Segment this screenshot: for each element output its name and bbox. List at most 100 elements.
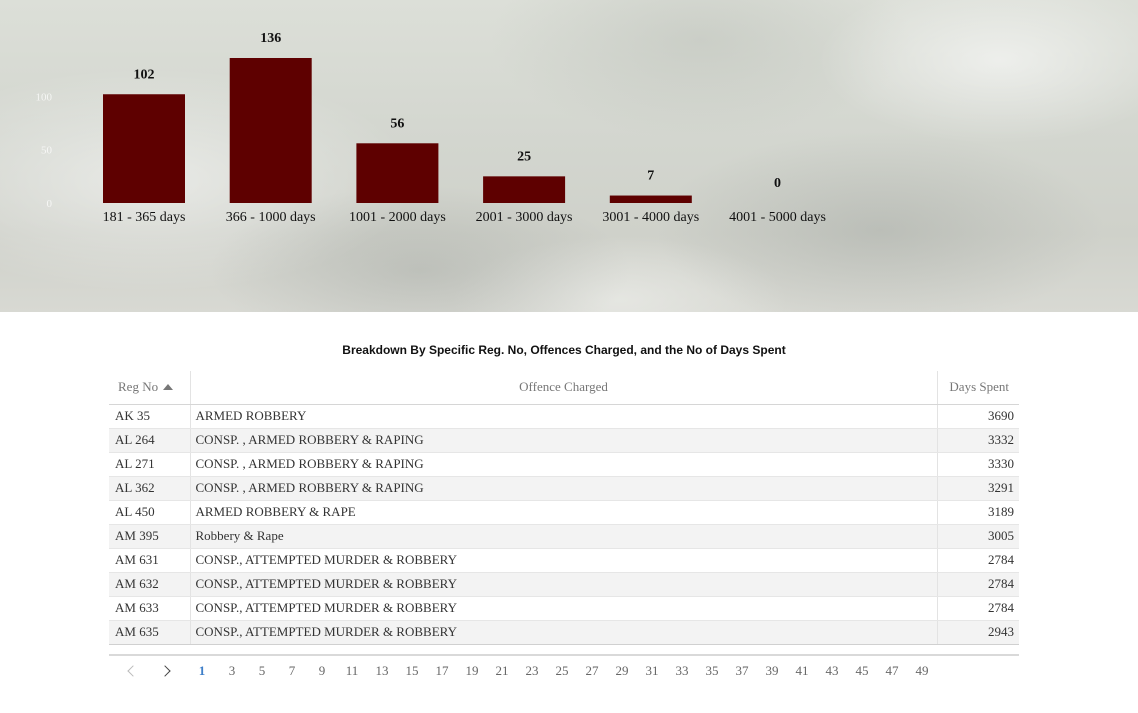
x-tick-label: 2001 - 3000 days — [476, 210, 573, 225]
page-number-25[interactable]: 25 — [555, 663, 569, 678]
offence-cell: CONSP., ATTEMPTED MURDER & ROBBERY — [190, 548, 937, 573]
reg-no-cell: AM 632 — [109, 572, 191, 597]
page-number-45[interactable]: 45 — [855, 663, 869, 678]
chevron-right-icon — [159, 665, 171, 677]
bar-value-label: 0 — [774, 176, 781, 191]
page-number-33[interactable]: 33 — [675, 663, 689, 678]
days-spent-cell: 2943 — [936, 620, 1019, 645]
reg-no-cell: AL 264 — [109, 428, 191, 453]
bar-value-label: 102 — [134, 67, 155, 82]
table-row[interactable]: AM 631 CONSP., ATTEMPTED MURDER & ROBBERY… — [109, 548, 1019, 573]
x-tick-label: 181 - 365 days — [103, 210, 186, 225]
table-body: AK 35 ARMED ROBBERY 3690 AL 264 CONSP. , ARM… — [109, 404, 1019, 645]
table-row[interactable]: AL 450 ARMED ROBBERY & RAPE 3189 — [109, 500, 1019, 525]
page-number-17[interactable]: 17 — [435, 663, 449, 678]
page-number-11[interactable]: 11 — [345, 663, 359, 678]
offence-cell: Robbery & Rape — [190, 524, 937, 549]
page-number-29[interactable]: 29 — [615, 663, 629, 678]
page-number-43[interactable]: 43 — [825, 663, 839, 678]
column-header-offence[interactable]: Offence Charged — [190, 371, 937, 405]
reg-no-cell: AM 395 — [109, 524, 191, 549]
bar-value-label: 7 — [647, 169, 654, 184]
chart-banner: 0 50 100 102 181 - 365 days 136 366 - 1000 day… — [0, 0, 1138, 312]
page-number-9[interactable]: 9 — [318, 663, 326, 678]
days-spent-bar-chart: 0 50 100 102 181 - 365 days 136 366 - 1000 day… — [36, 31, 826, 225]
table-row[interactable]: AL 362 CONSP. , ARMED ROBBERY & RAPING 329… — [109, 476, 1019, 501]
reg-no-cell: AM 635 — [109, 620, 191, 645]
page-number-41[interactable]: 41 — [795, 663, 809, 678]
reg-no-cell: AL 450 — [109, 500, 191, 525]
table-title: Breakdown By Specific Reg. No, Offences … — [342, 343, 786, 357]
chevron-left-icon — [127, 665, 139, 677]
table-row[interactable]: AK 35 ARMED ROBBERY 3690 — [109, 404, 1019, 429]
page-number-13[interactable]: 13 — [375, 663, 389, 678]
page-number-39[interactable]: 39 — [765, 663, 779, 678]
bar — [483, 176, 566, 203]
prev-page-button[interactable] — [117, 658, 149, 684]
column-header-days-spent[interactable]: Days Spent — [936, 371, 1019, 405]
table-row[interactable]: AL 271 CONSP. , ARMED ROBBERY & RAPING 333… — [109, 452, 1019, 477]
page-number-35[interactable]: 35 — [705, 663, 719, 678]
next-page-button[interactable] — [149, 658, 181, 684]
page-number-49[interactable]: 49 — [915, 663, 929, 678]
bar-value-label: 56 — [390, 116, 404, 131]
page-number-7[interactable]: 7 — [288, 663, 296, 678]
bar — [229, 58, 312, 203]
table-row[interactable]: AL 264 CONSP. , ARMED ROBBERY & RAPING 333… — [109, 428, 1019, 453]
reg-no-cell: AM 633 — [109, 596, 191, 621]
days-spent-cell: 2784 — [936, 548, 1019, 573]
page-number-list: 1 3 5 7 9 11 13 15 17 19 21 23 25 27 29 31 33 35 37 39 41 43 4… — [187, 663, 937, 679]
reg-no-cell: AM 631 — [109, 548, 191, 573]
days-spent-cell: 3189 — [936, 500, 1019, 525]
page-number-21[interactable]: 21 — [495, 663, 509, 678]
bar — [356, 143, 439, 203]
offence-cell: CONSP. , ARMED ROBBERY & RAPING — [190, 452, 937, 477]
page-number-19[interactable]: 19 — [465, 663, 479, 678]
x-tick-label: 366 - 1000 days — [226, 210, 316, 225]
days-spent-cell: 3291 — [936, 476, 1019, 501]
page-number-5[interactable]: 5 — [258, 663, 266, 678]
table-row[interactable]: AM 395 Robbery & Rape 3005 — [109, 524, 1019, 549]
page-number-47[interactable]: 47 — [885, 663, 899, 678]
offence-cell: ARMED ROBBERY — [190, 404, 937, 429]
page-number-27[interactable]: 27 — [585, 663, 599, 678]
page-number-15[interactable]: 15 — [405, 663, 419, 678]
page-number-3[interactable]: 3 — [228, 663, 236, 678]
offence-cell: CONSP. , ARMED ROBBERY & RAPING — [190, 428, 937, 453]
offence-cell: CONSP., ATTEMPTED MURDER & ROBBERY — [190, 572, 937, 597]
reg-no-cell: AL 362 — [109, 476, 191, 501]
offence-cell: ARMED ROBBERY & RAPE — [190, 500, 937, 525]
days-spent-cell: 3332 — [936, 428, 1019, 453]
days-spent-cell: 3690 — [936, 404, 1019, 429]
days-spent-cell: 3330 — [936, 452, 1019, 477]
sort-ascending-icon — [163, 384, 174, 391]
table-row[interactable]: AM 633 CONSP., ATTEMPTED MURDER & ROBBERY… — [109, 596, 1019, 621]
bar-value-label: 25 — [517, 149, 531, 164]
x-tick-label: 4001 - 5000 days — [729, 210, 826, 225]
column-header-label: Reg No — [118, 379, 159, 395]
page-number-31[interactable]: 31 — [645, 663, 659, 678]
reg-no-cell: AK 35 — [109, 404, 191, 429]
page-number-37[interactable]: 37 — [735, 663, 749, 678]
y-tick-label: 0 — [47, 198, 53, 210]
bar-value-label: 136 — [260, 31, 281, 46]
table-row[interactable]: AM 635 CONSP., ATTEMPTED MURDER & ROBBERY… — [109, 620, 1019, 645]
table-row[interactable]: AM 632 CONSP., ATTEMPTED MURDER & ROBBERY… — [109, 572, 1019, 597]
reg-no-cell: AL 271 — [109, 452, 191, 477]
offence-cell: CONSP., ATTEMPTED MURDER & ROBBERY — [190, 596, 937, 621]
pagination: 1 3 5 7 9 11 13 15 17 19 21 23 25 27 29 31 33 35 37 39 41 43 4… — [109, 654, 1019, 686]
page-number-1[interactable]: 1 — [198, 663, 206, 678]
x-tick-label: 3001 - 4000 days — [602, 210, 699, 225]
days-spent-cell: 2784 — [936, 596, 1019, 621]
days-spent-cell: 3005 — [936, 524, 1019, 549]
y-tick-label: 100 — [36, 91, 53, 103]
offence-cell: CONSP. , ARMED ROBBERY & RAPING — [190, 476, 937, 501]
x-tick-label: 1001 - 2000 days — [349, 210, 446, 225]
offence-cell: CONSP., ATTEMPTED MURDER & ROBBERY — [190, 620, 937, 645]
bar — [103, 94, 185, 203]
table-header-row: Reg No Offence Charged Days Spent — [109, 371, 1019, 405]
page-number-23[interactable]: 23 — [525, 663, 539, 678]
days-spent-cell: 2784 — [936, 572, 1019, 597]
column-header-reg-no[interactable]: Reg No — [109, 371, 191, 405]
offences-table: Reg No Offence Charged Days Spent AK 35 A… — [109, 371, 1019, 645]
